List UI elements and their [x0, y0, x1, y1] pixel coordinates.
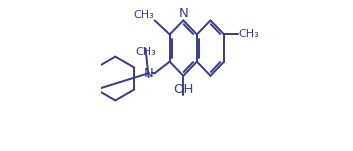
- Text: OH: OH: [173, 83, 193, 96]
- Text: N: N: [178, 7, 188, 20]
- Text: N: N: [144, 67, 154, 80]
- Text: CH₃: CH₃: [135, 47, 156, 57]
- Text: CH₃: CH₃: [238, 29, 259, 39]
- Text: CH₃: CH₃: [133, 10, 154, 20]
